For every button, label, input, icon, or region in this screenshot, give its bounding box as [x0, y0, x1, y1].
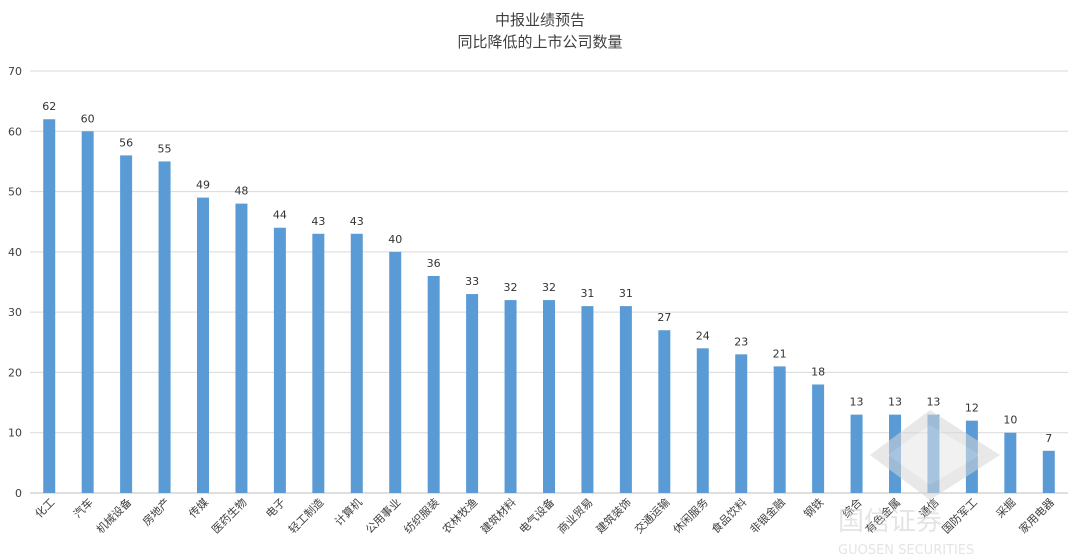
- x-tick-label: 交通运输: [631, 495, 672, 536]
- data-label: 13: [850, 396, 864, 409]
- bar: [619, 306, 632, 493]
- y-tick-label: 70: [8, 65, 22, 78]
- bar: [427, 275, 440, 493]
- x-tick-label: 非银金融: [747, 495, 788, 536]
- x-tick-label: 轻工制造: [285, 495, 326, 536]
- bar: [350, 233, 363, 493]
- data-label: 18: [811, 365, 825, 378]
- x-tick-label: 传媒: [186, 496, 211, 521]
- bar: [850, 414, 863, 493]
- x-tick-label: 农林牧渔: [439, 495, 480, 536]
- data-label: 7: [1045, 432, 1052, 445]
- bar: [466, 294, 479, 493]
- data-label: 43: [311, 215, 325, 228]
- data-label: 13: [888, 396, 902, 409]
- bar: [197, 197, 209, 493]
- data-label: 60: [81, 112, 95, 125]
- data-label: 49: [196, 179, 210, 192]
- y-axis: 0 10 20 30 40 50 60 70: [8, 65, 22, 500]
- y-tick-label: 20: [8, 366, 22, 379]
- x-tick-label: 家用电器: [1016, 495, 1057, 536]
- x-tick-label: 医药生物: [209, 495, 250, 536]
- x-tick-label: 休闲服务: [670, 495, 711, 536]
- data-label: 43: [350, 215, 364, 228]
- bar: [312, 233, 325, 493]
- x-tick-label: 商业贸易: [555, 495, 596, 536]
- data-label: 32: [542, 281, 556, 294]
- y-tick-label: 10: [8, 427, 22, 440]
- bar: [43, 119, 56, 493]
- bar: [735, 354, 748, 493]
- bar: [581, 306, 594, 493]
- bar: [504, 300, 517, 493]
- watermark-sub-text: GUOSEN SECURITIES: [838, 543, 974, 557]
- y-tick-label: 60: [8, 125, 22, 138]
- data-label: 23: [734, 335, 748, 348]
- chart-title-line-2: 同比降低的上市公司数量: [457, 33, 622, 51]
- x-tick-label: 食品饮料: [708, 495, 749, 536]
- x-tick-label: 纺织服装: [401, 495, 442, 536]
- x-tick-label: 公用事业: [363, 496, 403, 536]
- data-label: 62: [42, 100, 56, 113]
- bar: [812, 384, 825, 493]
- bar: [1042, 450, 1055, 493]
- data-labels: 62 60 56 55 49 48 44 43 43 40 36 33 32 32 31 31 27 24 23 21…: [42, 100, 1052, 445]
- data-label: 48: [234, 185, 248, 198]
- data-label: 31: [619, 287, 633, 300]
- data-label: 33: [465, 275, 479, 288]
- data-label: 31: [580, 287, 594, 300]
- x-tick-label: 电气设备: [516, 495, 557, 536]
- data-label: 13: [926, 396, 940, 409]
- bar: [696, 348, 709, 493]
- data-label: 36: [427, 257, 441, 270]
- x-tick-label: 建筑装饰: [593, 495, 634, 536]
- y-tick-label: 30: [8, 306, 22, 319]
- data-label: 24: [696, 329, 710, 342]
- x-tick-label: 钢铁: [801, 496, 826, 521]
- data-label: 21: [773, 347, 787, 360]
- data-label: 40: [388, 233, 402, 246]
- x-tick-label: 计算机: [332, 495, 365, 528]
- data-label: 27: [657, 311, 671, 324]
- x-tick-label: 机械设备: [93, 495, 134, 536]
- x-tick-label: 化工: [32, 495, 57, 520]
- logo-diamond-inner-icon: [888, 425, 980, 485]
- x-tick-label: 汽车: [70, 495, 95, 520]
- data-label: 10: [1003, 414, 1017, 427]
- x-tick-label: 建筑材料: [478, 495, 519, 536]
- x-tick-label: 国防军工: [939, 495, 980, 536]
- data-label: 55: [158, 142, 172, 155]
- bar: [389, 251, 402, 493]
- bar: [273, 227, 286, 493]
- bar: [773, 366, 786, 493]
- bar: [658, 330, 671, 493]
- y-tick-label: 50: [8, 186, 22, 199]
- bar: [543, 300, 555, 493]
- bar: [81, 131, 94, 494]
- bar: [1004, 432, 1017, 493]
- bar: [235, 203, 248, 493]
- chart-title-line-1: 中报业绩预告: [495, 11, 585, 29]
- data-label: 44: [273, 209, 287, 222]
- x-tick-label: 采掘: [993, 495, 1018, 520]
- guosen-logo-watermark: 国信证券 GUOSEN SECURITIES: [838, 410, 1000, 557]
- data-label: 12: [965, 402, 979, 415]
- bar: [120, 155, 133, 493]
- y-tick-label: 40: [8, 246, 22, 259]
- x-tick-label: 房地产: [139, 495, 172, 528]
- bars: [43, 119, 1055, 494]
- watermark-logo-text: 国信证券: [838, 507, 942, 537]
- data-label: 32: [504, 281, 518, 294]
- data-label: 56: [119, 136, 133, 149]
- y-tick-label: 0: [15, 487, 22, 500]
- bar: [158, 161, 171, 493]
- x-tick-label: 电子: [263, 496, 288, 521]
